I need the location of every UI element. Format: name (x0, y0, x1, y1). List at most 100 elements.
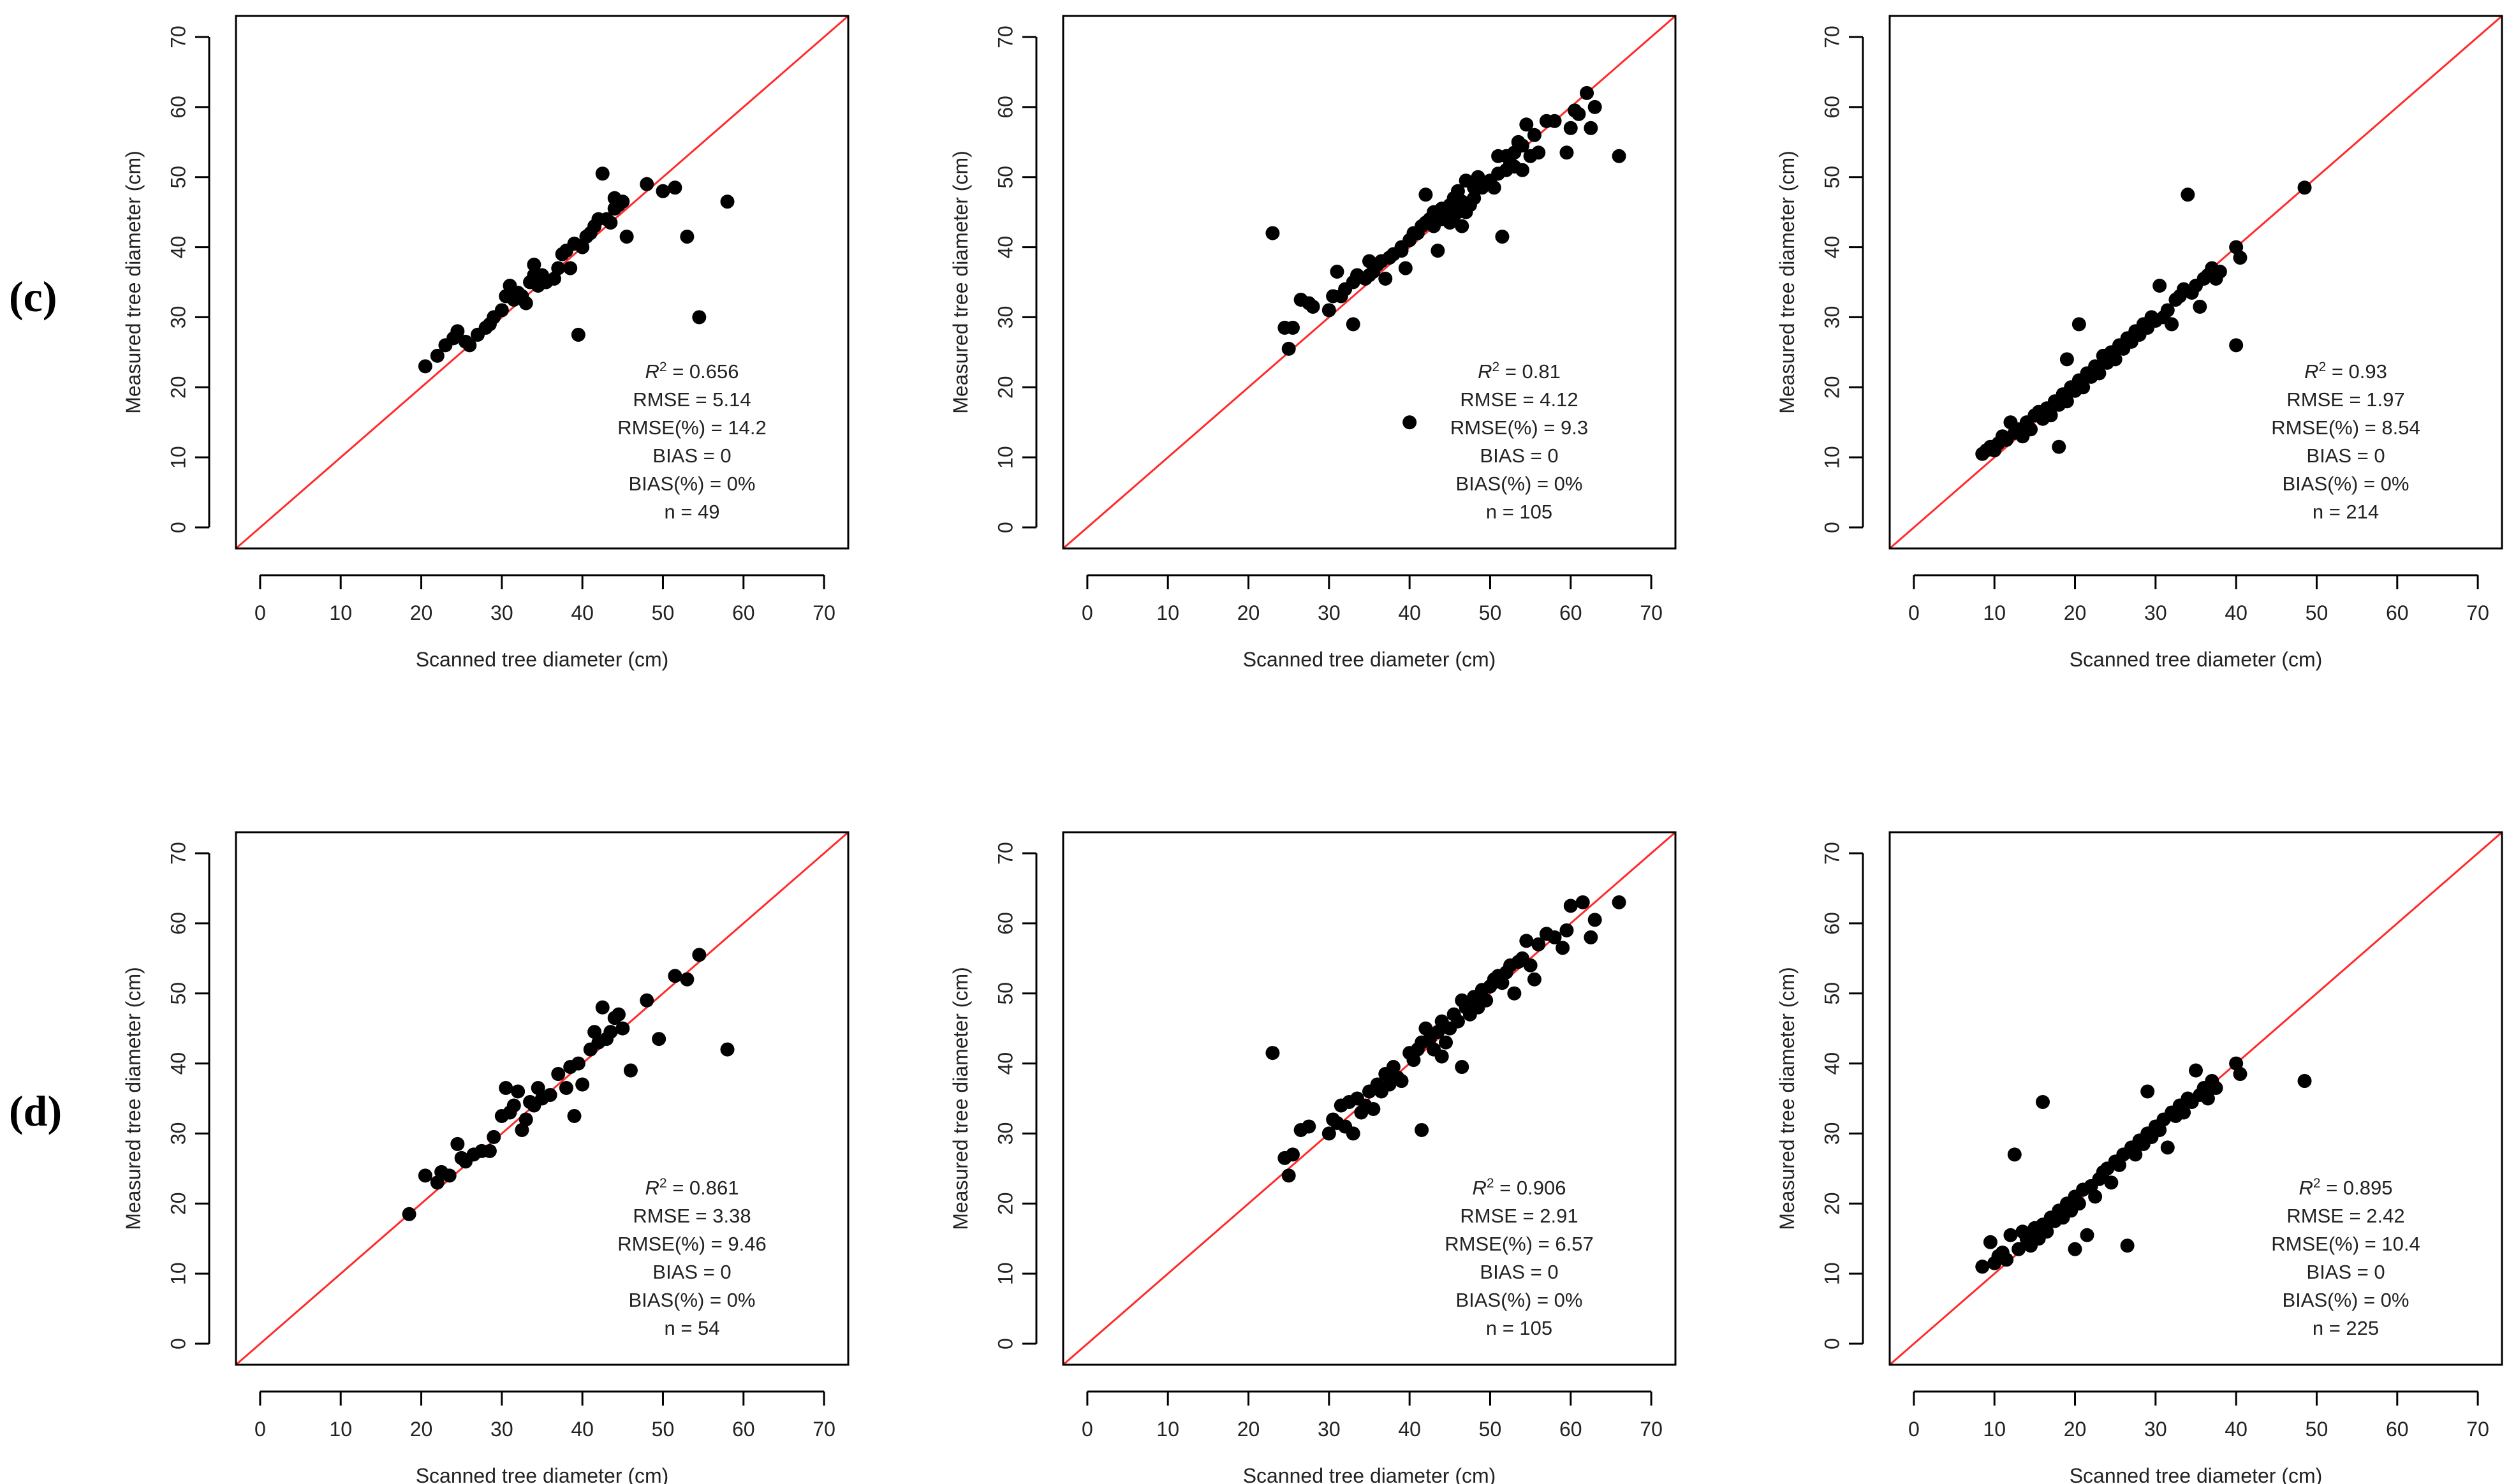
y-axis-label: Measured tree diameter (cm) (122, 967, 145, 1230)
row-label-c: (c) (9, 272, 57, 321)
data-point (656, 184, 670, 198)
data-point (1547, 114, 1562, 128)
x-tick-label: 30 (490, 1418, 513, 1441)
y-tick-label: 70 (994, 842, 1017, 865)
data-point (692, 948, 707, 962)
stat-n: n = 225 (2313, 1317, 2379, 1339)
stat-rmse: RMSE = 3.38 (633, 1205, 751, 1227)
data-point (1479, 993, 1494, 1008)
data-point (1306, 299, 1320, 314)
y-tick-label: 60 (1820, 912, 1843, 935)
data-point (1983, 1235, 1997, 1249)
y-tick-label: 0 (994, 522, 1017, 533)
data-point (2059, 394, 2074, 409)
data-point (2052, 439, 2066, 454)
data-point (1975, 1260, 1990, 1274)
stat-rmse-pct: RMSE(%) = 8.54 (2271, 416, 2420, 439)
x-tick-label: 30 (1318, 601, 1341, 624)
data-point (1455, 219, 1469, 233)
data-point (1495, 976, 1510, 990)
data-point (1563, 899, 1578, 913)
stat-bias: BIAS = 0 (652, 444, 731, 467)
data-point (1519, 934, 1534, 948)
data-point (2160, 1140, 2175, 1155)
y-tick-label: 20 (1820, 376, 1843, 399)
data-point (2152, 278, 2167, 293)
y-tick-label: 50 (1820, 982, 1843, 1005)
y-tick-label: 20 (166, 376, 189, 399)
data-point (1575, 895, 1590, 909)
y-axis-label: Measured tree diameter (cm) (1776, 967, 1799, 1230)
x-tick-label: 30 (490, 601, 513, 624)
y-tick-label: 60 (166, 912, 189, 935)
data-point (1265, 1046, 1280, 1061)
data-point (1402, 415, 1417, 430)
data-point (2104, 1175, 2119, 1190)
data-point (563, 261, 578, 275)
y-tick-label: 30 (1820, 1122, 1843, 1145)
data-point (603, 216, 618, 230)
data-point (680, 230, 695, 244)
stat-r2: R2 = 0.656 (645, 360, 739, 383)
stat-r2: R2 = 0.861 (645, 1176, 739, 1200)
data-point (2007, 1147, 2022, 1162)
y-tick-label: 0 (166, 522, 189, 533)
y-tick-label: 10 (166, 446, 189, 469)
data-point (2200, 1091, 2215, 1106)
data-point (1265, 226, 1280, 240)
y-tick-label: 50 (994, 982, 1017, 1005)
data-point (692, 310, 707, 325)
x-axis-label: Scanned tree diameter (cm) (2070, 648, 2323, 671)
x-tick-label: 10 (329, 601, 352, 624)
data-point (1523, 958, 1538, 973)
x-tick-label: 60 (1559, 601, 1582, 624)
data-point (1563, 121, 1578, 135)
data-point (2297, 1074, 2312, 1089)
data-point (1386, 1060, 1401, 1075)
stat-r2: R2 = 0.895 (2299, 1176, 2393, 1200)
x-tick-label: 20 (1237, 1418, 1260, 1441)
data-point (1527, 972, 1541, 987)
data-point (1378, 272, 1393, 286)
data-point (442, 1168, 457, 1183)
stat-rmse-pct: RMSE(%) = 14.2 (617, 416, 766, 439)
scatter-panel-1: 0 10 20 30 40 50 60 70 0 10 20 30 40 50 60 70 Scanned tr… (122, 15, 850, 671)
x-tick-label: 70 (2466, 601, 2489, 624)
data-point (1394, 1074, 1409, 1089)
y-tick-label: 20 (1820, 1193, 1843, 1216)
stat-bias-pct: BIAS(%) = 0% (629, 473, 756, 495)
data-point (487, 1129, 501, 1144)
x-tick-label: 0 (254, 601, 266, 624)
data-point (1431, 1025, 1445, 1040)
data-point (652, 1032, 666, 1047)
y-tick-label: 40 (994, 1052, 1017, 1075)
data-point (2071, 317, 2086, 332)
x-tick-label: 20 (2064, 1418, 2087, 1441)
x-tick-label: 50 (652, 601, 675, 624)
data-point (2209, 1081, 2223, 1096)
data-point (2189, 1063, 2203, 1078)
x-tick-label: 10 (1983, 1418, 2006, 1441)
data-point (640, 177, 654, 191)
x-tick-label: 10 (1983, 601, 2006, 624)
data-point (2012, 1242, 2026, 1256)
y-tick-label: 10 (1820, 446, 1843, 469)
data-point (519, 1112, 533, 1127)
data-point (2092, 366, 2107, 381)
x-axis-label: Scanned tree diameter (cm) (1243, 648, 1496, 671)
data-point (619, 230, 634, 244)
x-tick-label: 50 (1479, 601, 1502, 624)
data-point (1612, 149, 1626, 163)
data-point (1415, 1122, 1429, 1137)
data-point (2024, 422, 2038, 437)
data-point (2140, 1084, 2155, 1099)
y-axis-label: Measured tree diameter (cm) (122, 151, 145, 414)
y-tick-label: 40 (166, 1052, 189, 1075)
x-tick-label: 0 (1908, 1418, 1920, 1441)
plot-frame (1062, 831, 1677, 1366)
x-axis-label: Scanned tree diameter (cm) (2070, 1464, 2323, 1484)
y-tick-label: 30 (166, 306, 189, 329)
y-tick-label: 60 (166, 96, 189, 119)
y-tick-label: 30 (1820, 306, 1843, 329)
stat-rmse: RMSE = 4.12 (1460, 388, 1578, 411)
